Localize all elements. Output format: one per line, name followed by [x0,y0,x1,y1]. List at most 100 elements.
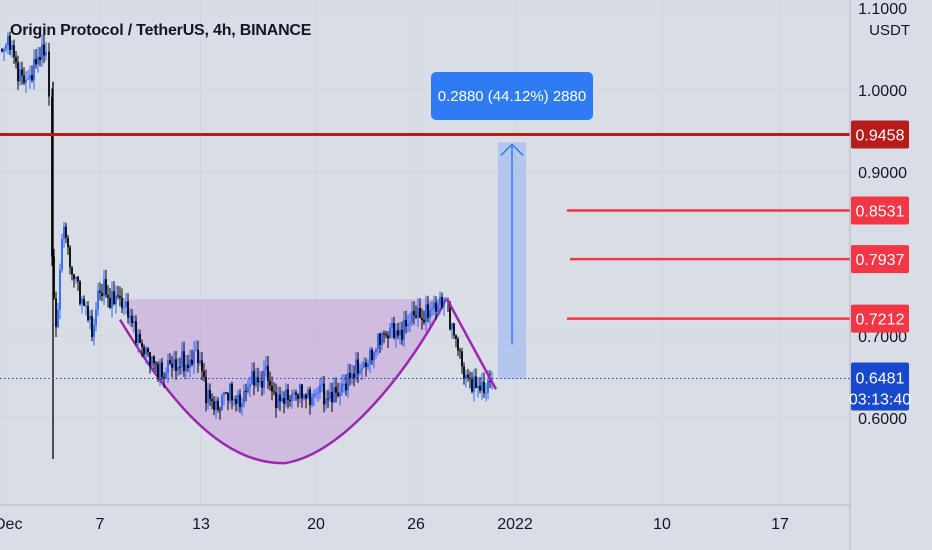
candle-body [143,347,145,355]
time-tick-label: 17 [771,516,789,533]
candle-body [53,256,55,299]
candle-body [131,316,133,324]
candle-body [167,360,169,374]
candle-body [141,342,143,348]
candle-body [257,377,259,383]
candle-body [125,301,127,308]
candle-body [467,374,469,378]
candle-body [295,392,297,395]
candle-body [33,58,35,81]
price-level-tag [851,196,909,225]
candle-body [343,383,345,385]
candle-body [387,335,389,339]
candle-body [481,381,483,391]
candle-body [385,334,387,336]
candle-body [275,392,277,409]
candle-body [111,291,113,308]
candle-body [113,291,115,305]
candle-body [239,394,241,408]
candle-body [201,360,203,372]
candle-body [373,352,375,361]
candle-body [117,295,119,297]
candle-body [193,350,195,365]
candle-body [321,383,323,386]
candle-body [155,363,157,365]
candle-body [225,392,227,394]
candle-body [317,392,319,394]
time-tick-label: 20 [307,516,325,533]
time-axis[interactable]: Dec 7 13 20 26 2022 10 17 [0,516,789,533]
candle-body [21,69,23,76]
candle-body [219,409,221,411]
price-levels [0,132,850,320]
candle-body [189,359,191,369]
candle-body [277,394,279,409]
candle-body [289,399,291,402]
candle-body [461,351,463,367]
candle-body [197,349,199,364]
candle-body [485,392,487,394]
candle-body [241,403,243,408]
candle-body [227,392,229,401]
candle-body [293,392,295,394]
candle-body [115,295,117,305]
candle-body [279,394,281,402]
candle-body [217,400,219,410]
candle-body [375,348,377,353]
price-axis[interactable]: 1.1000 1.0000 0.9000 0.7000 0.6000 [858,1,907,428]
candle-body [301,384,303,399]
candle-body [223,392,225,396]
candle-body [203,371,205,377]
candle-body [315,393,317,395]
candle-body [157,364,159,378]
countdown-text: 03:13:40 [849,392,911,409]
candle-body [357,359,359,374]
price-tick-label: 0.9000 [858,165,907,182]
current-price-text: 0.6481 [856,371,905,388]
candle-body [487,380,489,393]
candle-body [383,333,385,335]
candle-body [415,315,417,318]
candle-body [121,297,123,308]
candle-body [253,371,255,386]
candle-body [309,389,311,406]
candle-body [441,296,443,307]
price-level-tag-text: 0.7937 [856,252,905,269]
candle-body [237,394,239,404]
candle-body [165,373,167,379]
candle-body [45,51,47,56]
candle-body [265,365,267,371]
candle-body [43,44,45,56]
candle-body [473,376,475,392]
candle-body [71,267,73,275]
candle-body [99,290,101,293]
price-tick-label: 0.7000 [858,329,907,346]
candle-body [27,79,29,81]
price-level-tag [851,304,909,333]
candle-body [51,96,53,257]
candle-body [287,389,289,400]
candle-body [209,389,211,400]
candle-body [183,351,185,372]
price-tick-label: 1.0000 [858,83,907,100]
candle-body [429,310,431,318]
handle-trendline [445,298,498,390]
candle-body [87,305,89,320]
candle-body [335,387,337,393]
candle-body [331,391,333,403]
currency-label: USDT [869,22,910,39]
candle-body [319,385,321,393]
candle-body [367,363,369,367]
candle-body [267,365,269,382]
candle-body [381,333,383,345]
candle-body [37,56,39,65]
candle-body [163,377,165,379]
candle-body [187,364,189,369]
candle-body [235,399,237,404]
time-tick-label: Dec [0,516,22,533]
candle-body [93,325,95,337]
candle-body [245,390,247,393]
candle-body [291,393,293,402]
candle-body [15,57,17,63]
